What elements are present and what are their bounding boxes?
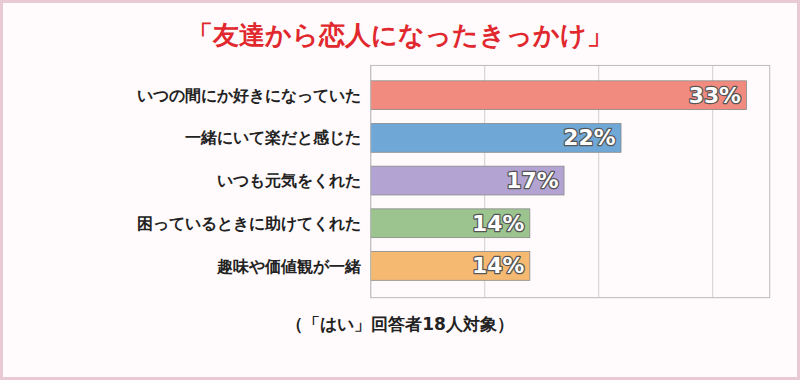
- html-text:「友達から恋人になったきっかけ」: 「友達から恋人になったきっかけ」: [187, 20, 613, 50]
- svg-text:いつの間にか好きになっていた: いつの間にか好きになっていた: [137, 86, 361, 105]
- svg-text:困っているときに助けてくれた: 困っているときに助けてくれた: [137, 214, 361, 233]
- svg-text:22%: 22%: [563, 125, 615, 150]
- svg-text:33%: 33%: [689, 83, 741, 108]
- svg-text:一緒にいて楽だと感じた: 一緒にいて楽だと感じた: [185, 128, 361, 147]
- svg-text:いつも元気をくれた: いつも元気をくれた: [217, 171, 361, 190]
- svg-text:14%: 14%: [472, 253, 524, 278]
- svg-text:14%: 14%: [472, 211, 524, 236]
- svg-text:趣味や価値観が一緒: 趣味や価値観が一緒: [216, 256, 361, 275]
- html-text:（「はい」回答者18人対象）: （「はい」回答者18人対象）: [286, 314, 514, 334]
- svg-text:17%: 17%: [506, 168, 558, 193]
